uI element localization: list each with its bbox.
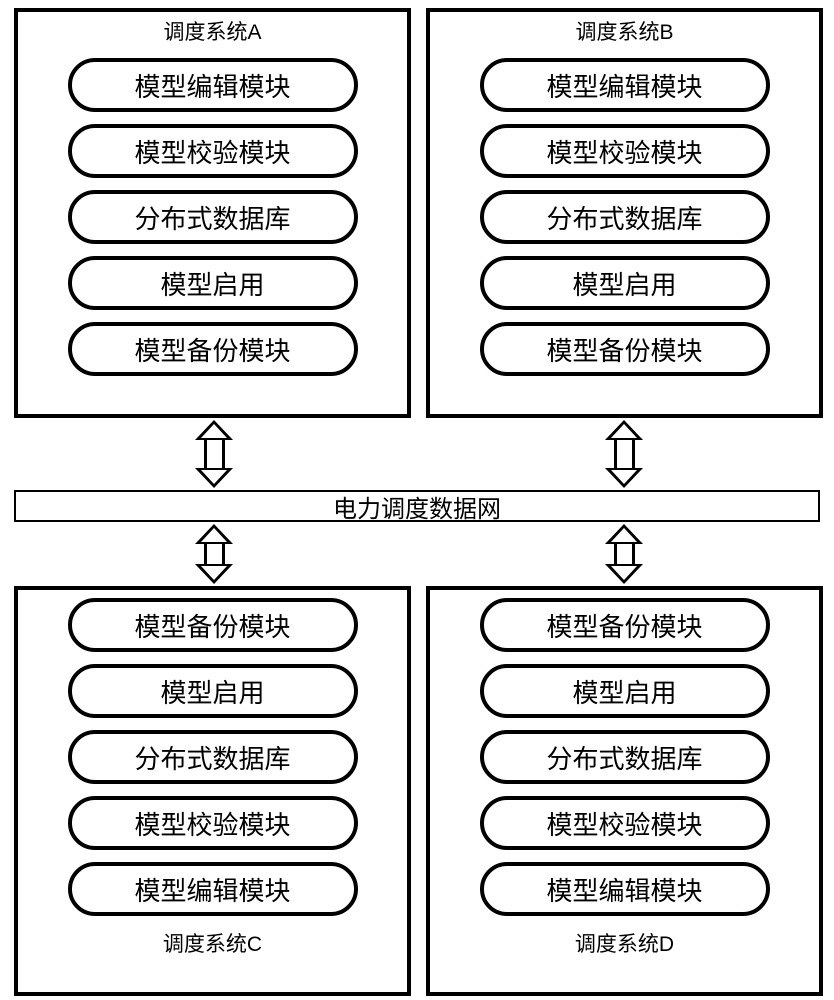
module-pill: 模型备份模块: [68, 322, 358, 376]
system-title-b: 调度系统B: [430, 12, 819, 50]
module-pill: 模型备份模块: [480, 598, 770, 652]
system-box-c: 模型备份模块 模型启用 分布式数据库 模型校验模块 模型编辑模块 调度系统C: [14, 586, 411, 996]
module-pill: 分布式数据库: [68, 730, 358, 784]
module-pill: 模型启用: [68, 256, 358, 310]
bidirectional-arrow-icon: [195, 524, 233, 584]
module-pill: 模型启用: [480, 664, 770, 718]
system-box-d: 模型备份模块 模型启用 分布式数据库 模型校验模块 模型编辑模块 调度系统D: [426, 586, 823, 996]
bidirectional-arrow-icon: [195, 420, 233, 488]
bidirectional-arrow-icon: [605, 524, 643, 584]
module-pill: 分布式数据库: [480, 730, 770, 784]
module-pill: 模型启用: [480, 256, 770, 310]
system-title-d: 调度系统D: [430, 924, 819, 962]
system-title-a: 调度系统A: [18, 12, 407, 50]
module-list-d: 模型备份模块 模型启用 分布式数据库 模型校验模块 模型编辑模块: [430, 590, 819, 924]
module-pill: 模型备份模块: [68, 598, 358, 652]
bidirectional-arrow-icon: [605, 420, 643, 488]
module-list-c: 模型备份模块 模型启用 分布式数据库 模型校验模块 模型编辑模块: [18, 590, 407, 924]
module-pill: 模型编辑模块: [68, 58, 358, 112]
module-list-a: 模型编辑模块 模型校验模块 分布式数据库 模型启用 模型备份模块: [18, 50, 407, 384]
system-title-c: 调度系统C: [18, 924, 407, 962]
module-pill: 模型校验模块: [68, 124, 358, 178]
system-box-b: 调度系统B 模型编辑模块 模型校验模块 分布式数据库 模型启用 模型备份模块: [426, 8, 823, 418]
module-pill: 分布式数据库: [480, 190, 770, 244]
module-pill: 模型校验模块: [68, 796, 358, 850]
module-pill: 模型编辑模块: [480, 58, 770, 112]
module-pill: 模型编辑模块: [68, 862, 358, 916]
module-list-b: 模型编辑模块 模型校验模块 分布式数据库 模型启用 模型备份模块: [430, 50, 819, 384]
network-bar: 电力调度数据网: [14, 490, 820, 522]
module-pill: 模型启用: [68, 664, 358, 718]
module-pill: 模型校验模块: [480, 124, 770, 178]
module-pill: 模型编辑模块: [480, 862, 770, 916]
module-pill: 分布式数据库: [68, 190, 358, 244]
module-pill: 模型备份模块: [480, 322, 770, 376]
network-label: 电力调度数据网: [333, 489, 501, 524]
system-box-a: 调度系统A 模型编辑模块 模型校验模块 分布式数据库 模型启用 模型备份模块: [14, 8, 411, 418]
module-pill: 模型校验模块: [480, 796, 770, 850]
